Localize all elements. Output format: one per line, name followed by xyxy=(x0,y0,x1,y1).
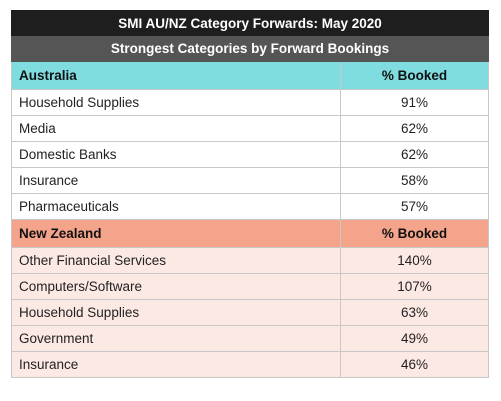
table-subtitle: Strongest Categories by Forward Bookings xyxy=(10,35,490,62)
booked-cell: 63% xyxy=(339,299,490,326)
category-cell: Insurance xyxy=(11,351,341,378)
category-cell: Insurance xyxy=(11,167,341,194)
australia-section-label: Australia xyxy=(11,61,341,90)
table-row: Household Supplies 63% xyxy=(11,299,490,326)
booked-cell: 91% xyxy=(339,89,490,116)
category-cell: Government xyxy=(11,325,341,352)
category-forwards-table-container: SMI AU/NZ Category Forwards: May 2020 St… xyxy=(10,10,490,378)
new-zealand-section-label: New Zealand xyxy=(11,219,341,248)
table-title-row: SMI AU/NZ Category Forwards: May 2020 xyxy=(10,10,490,36)
table-row: Household Supplies 91% xyxy=(11,89,490,116)
category-forwards-table: SMI AU/NZ Category Forwards: May 2020 St… xyxy=(10,10,490,378)
table-title: SMI AU/NZ Category Forwards: May 2020 xyxy=(10,10,490,36)
table-row: Domestic Banks 62% xyxy=(11,141,490,168)
booked-cell: 140% xyxy=(339,247,490,274)
australia-column-header: % Booked xyxy=(339,61,490,90)
category-cell: Household Supplies xyxy=(11,299,341,326)
booked-cell: 62% xyxy=(339,115,490,142)
new-zealand-header-row: New Zealand % Booked xyxy=(11,219,490,248)
booked-cell: 46% xyxy=(339,351,490,378)
category-cell: Domestic Banks xyxy=(11,141,341,168)
table-row: Insurance 46% xyxy=(11,351,490,378)
table-row: Insurance 58% xyxy=(11,167,490,194)
booked-cell: 58% xyxy=(339,167,490,194)
table-row: Other Financial Services 140% xyxy=(11,247,490,274)
table-row: Government 49% xyxy=(11,325,490,352)
new-zealand-column-header: % Booked xyxy=(339,219,490,248)
booked-cell: 107% xyxy=(339,273,490,300)
booked-cell: 57% xyxy=(339,193,490,220)
category-cell: Other Financial Services xyxy=(11,247,341,274)
category-cell: Media xyxy=(11,115,341,142)
category-cell: Pharmaceuticals xyxy=(11,193,341,220)
table-row: Media 62% xyxy=(11,115,490,142)
booked-cell: 62% xyxy=(339,141,490,168)
category-cell: Household Supplies xyxy=(11,89,341,116)
australia-header-row: Australia % Booked xyxy=(11,61,490,90)
booked-cell: 49% xyxy=(339,325,490,352)
table-subtitle-row: Strongest Categories by Forward Bookings xyxy=(10,35,490,62)
category-cell: Computers/Software xyxy=(11,273,341,300)
table-row: Computers/Software 107% xyxy=(11,273,490,300)
table-row: Pharmaceuticals 57% xyxy=(11,193,490,220)
